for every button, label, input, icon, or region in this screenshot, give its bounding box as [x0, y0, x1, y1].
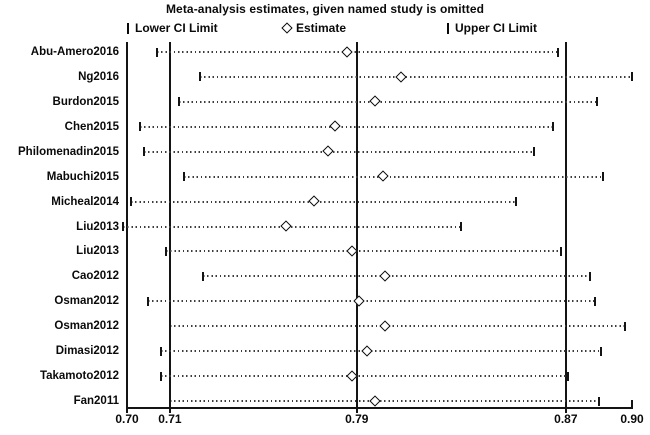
ci-line [202, 275, 591, 278]
estimate-diamond [308, 195, 320, 207]
lower-ci-cap [168, 396, 171, 406]
study-label: Liu2013 [76, 220, 119, 233]
reference-line-upper-ci [564, 42, 567, 411]
study-label: Dimasi2012 [55, 345, 119, 358]
legend-item-upper-ci: Upper CI Limit [447, 21, 537, 35]
x-axis-tick-label: 0.70 [115, 412, 139, 426]
study-label: Fan2011 [73, 395, 119, 408]
study-label: Cao2012 [71, 270, 119, 283]
estimate-diamond [329, 120, 342, 133]
lower-ci-cap [164, 246, 167, 256]
ci-line [122, 225, 462, 228]
estimate-diamond [379, 270, 391, 282]
ci-line [131, 200, 517, 203]
study-label: Osman2012 [54, 295, 119, 308]
x-axis-tick-label: 0.71 [158, 412, 182, 426]
lower-ci-cap [199, 72, 202, 82]
lower-ci-cap [178, 97, 181, 107]
study-label: Liu2013 [76, 245, 119, 258]
estimate-diamond-icon [281, 22, 293, 34]
legend-item-lower-ci: Lower CI Limit [127, 21, 218, 35]
lower-ci-cap-icon [127, 22, 129, 34]
legend-label-upper-ci: Upper CI Limit [455, 21, 538, 35]
upper-ci-cap [602, 172, 605, 182]
upper-ci-cap [533, 147, 536, 157]
upper-ci-cap [551, 122, 554, 132]
ci-line [169, 400, 599, 403]
lower-ci-cap [138, 122, 141, 132]
upper-ci-cap [557, 47, 559, 57]
study-label: Abu-Amero2016 [30, 46, 119, 58]
upper-ci-cap [460, 222, 463, 231]
ci-line [144, 150, 535, 153]
estimate-diamond [361, 345, 373, 357]
estimate-diamond [368, 394, 381, 407]
lower-ci-cap [130, 197, 133, 207]
lower-ci-cap [143, 147, 146, 157]
study-label: Takamoto2012 [39, 370, 119, 383]
upper-ci-cap-icon [447, 22, 449, 34]
study-label: Chen2015 [64, 120, 119, 133]
chart-title: Meta-analysis estimates, given named stu… [165, 2, 485, 16]
ci-line [157, 51, 558, 53]
lower-ci-cap [160, 371, 163, 381]
plot-area [121, 42, 633, 413]
upper-ci-cap [515, 197, 518, 207]
ci-line [200, 75, 632, 78]
x-axis-tick-label: 0.87 [554, 412, 578, 426]
x-axis-tick-label: 0.79 [345, 412, 369, 426]
upper-ci-cap [593, 296, 596, 306]
study-label: Mabuchi2015 [46, 170, 119, 183]
estimate-diamond [322, 145, 335, 157]
legend-label-lower-ci: Lower CI Limit [135, 21, 218, 35]
upper-ci-cap [631, 72, 633, 82]
study-label: Philomenadin2015 [18, 145, 119, 158]
estimate-diamond [376, 170, 389, 182]
ci-line [183, 175, 604, 178]
upper-ci-cap [624, 321, 627, 331]
estimate-diamond [395, 70, 407, 83]
estimate-diamond [280, 220, 292, 232]
estimate-diamond [341, 45, 353, 58]
x-axis-tick [126, 409, 128, 413]
upper-ci-cap [595, 97, 598, 107]
study-label: Ng2016 [78, 70, 119, 83]
lower-ci-cap [201, 271, 204, 281]
lower-ci-cap [168, 321, 171, 331]
upper-ci-cap [597, 396, 600, 406]
upper-ci-cap [567, 371, 570, 381]
lower-ci-cap [121, 222, 124, 231]
ci-line [161, 375, 569, 378]
x-axis-tick [355, 409, 358, 413]
x-axis-tick [168, 409, 171, 413]
upper-ci-cap [600, 346, 603, 356]
upper-ci-cap [589, 271, 592, 281]
x-axis-tick [564, 409, 567, 413]
lower-ci-cap [182, 172, 185, 182]
ci-line [161, 350, 602, 353]
lower-ci-cap [156, 47, 159, 57]
ci-line [169, 325, 626, 328]
upper-ci-cap [559, 246, 562, 256]
study-label: Osman2012 [54, 320, 119, 333]
ci-line [148, 300, 595, 303]
x-axis-tick-label: 0.90 [620, 412, 644, 426]
estimate-diamond [379, 320, 391, 332]
ci-line [139, 125, 553, 128]
legend-label-estimate: Estimate [296, 21, 347, 35]
study-label: Micheal2014 [51, 195, 119, 208]
legend-item-estimate: Estimate [281, 21, 347, 35]
lower-ci-cap [147, 296, 150, 306]
ci-line [165, 250, 561, 253]
study-label: Burdon2015 [52, 95, 119, 108]
x-axis-line [126, 407, 633, 409]
ci-line [179, 100, 597, 103]
estimate-diamond [368, 95, 381, 108]
x-axis-end-stub [631, 400, 633, 409]
lower-ci-cap [160, 346, 163, 356]
